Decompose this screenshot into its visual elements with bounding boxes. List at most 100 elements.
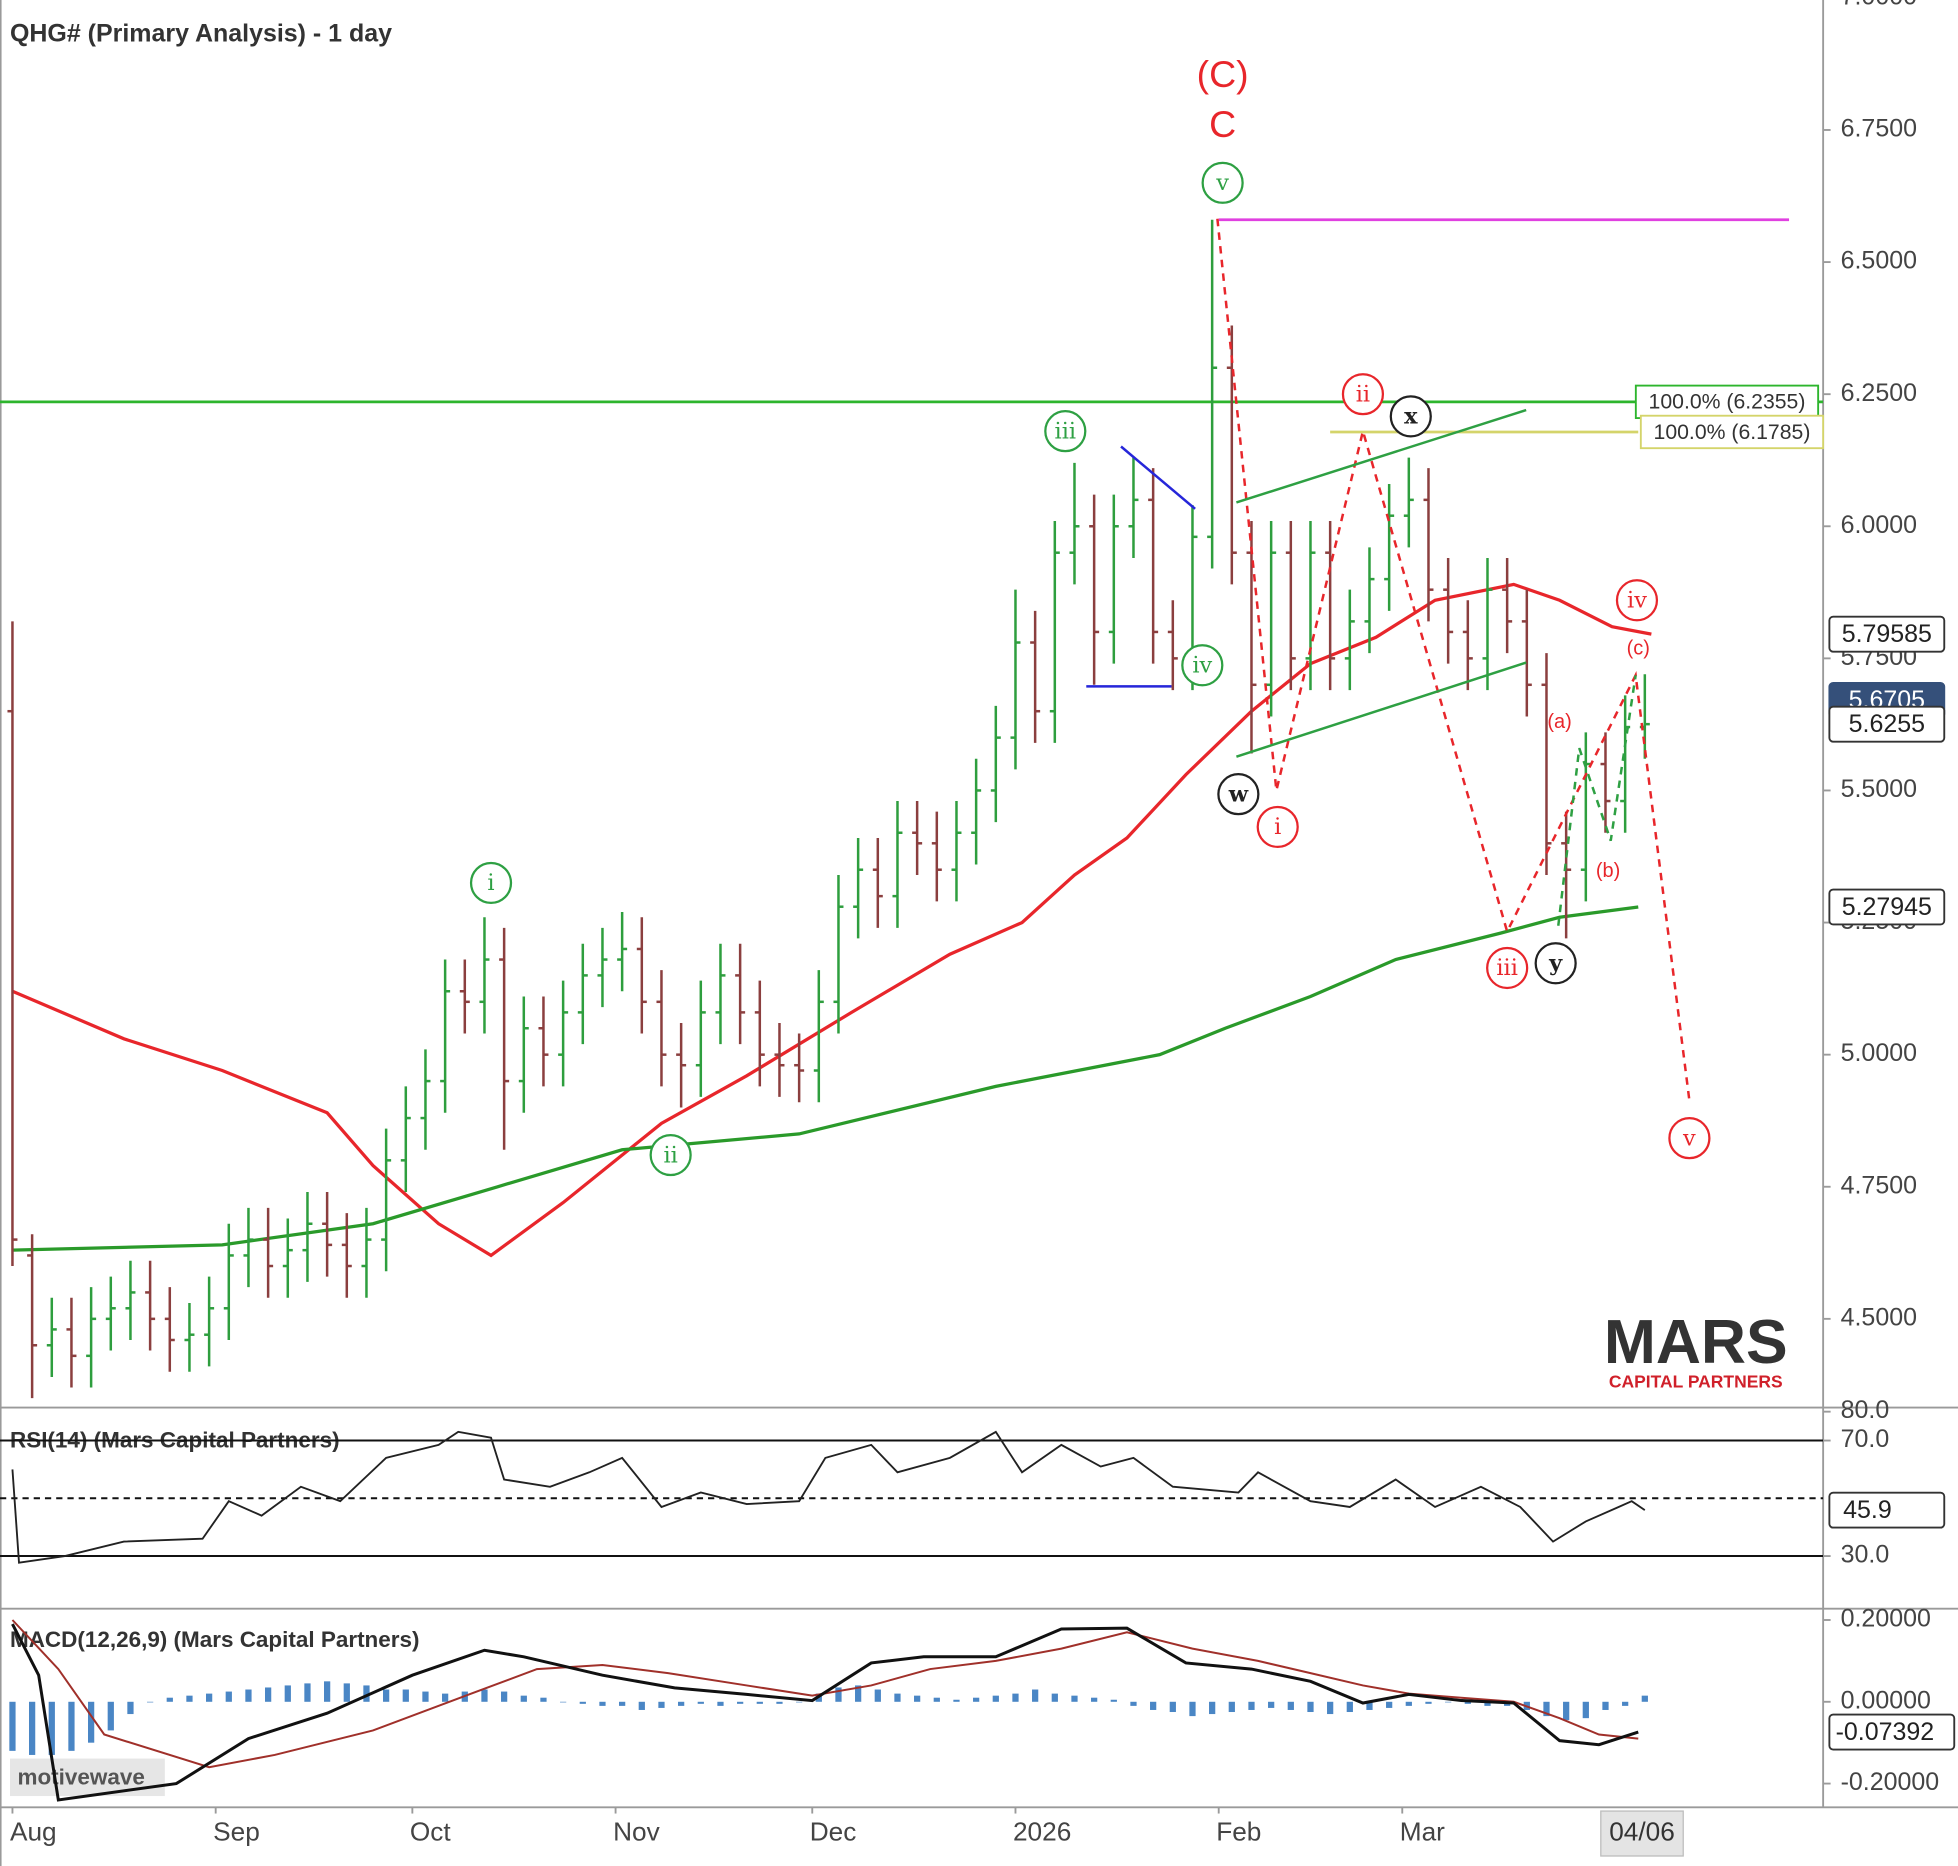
- histogram-bar: [1228, 1701, 1235, 1713]
- wave-label: C: [1209, 103, 1236, 145]
- price-marker-label: 5.79585: [1842, 620, 1932, 648]
- histogram-bar: [1189, 1701, 1196, 1717]
- histogram-bar: [29, 1701, 36, 1755]
- histogram-bar: [304, 1683, 311, 1702]
- histogram-bar: [1307, 1701, 1314, 1713]
- current-label: -0.07392: [1836, 1718, 1935, 1746]
- histogram-bar: [1405, 1701, 1412, 1706]
- histogram-bar: [1327, 1701, 1334, 1715]
- wave-label: iii: [1055, 418, 1077, 444]
- histogram-bar: [619, 1701, 626, 1706]
- histogram-bar: [1248, 1701, 1255, 1710]
- histogram-bar: [402, 1689, 409, 1702]
- histogram-bar: [88, 1701, 95, 1743]
- logo-tagline: CAPITAL PARTNERS: [1609, 1371, 1783, 1391]
- y-tick-label: 4.5000: [1841, 1303, 1917, 1331]
- price-marker-box: [1828, 888, 1946, 926]
- wave-circle: [1486, 946, 1529, 990]
- histogram-bar: [1425, 1701, 1432, 1704]
- histogram-bar: [186, 1695, 193, 1702]
- histogram-bar: [422, 1691, 429, 1702]
- histogram-bar: [540, 1697, 547, 1702]
- x-tick-label: Feb: [1216, 1816, 1261, 1846]
- histogram-bar: [324, 1681, 331, 1702]
- histogram-bar: [638, 1701, 645, 1710]
- histogram-bar: [560, 1701, 567, 1703]
- current-label: 45.9: [1843, 1496, 1892, 1524]
- y-tick-label: 7.0000: [1841, 0, 1917, 10]
- histogram-bar: [658, 1701, 665, 1708]
- histogram-bar: [363, 1685, 370, 1702]
- histogram-bar: [501, 1691, 508, 1702]
- histogram-bar: [127, 1701, 134, 1715]
- histogram-bar: [1091, 1697, 1098, 1702]
- x-tick-label: Aug: [10, 1816, 57, 1846]
- histogram-bar: [1287, 1701, 1294, 1710]
- histogram-bar: [225, 1691, 232, 1702]
- y-tick-label: 6.2500: [1841, 379, 1917, 407]
- histogram-bar: [442, 1693, 449, 1702]
- price-marker-label: 5.27945: [1842, 893, 1932, 921]
- histogram-bar: [1268, 1701, 1275, 1708]
- y-tick-label: 80.0: [1841, 1396, 1890, 1424]
- histogram-bar: [776, 1701, 783, 1704]
- histogram-bar: [1032, 1689, 1039, 1702]
- histogram-bar: [953, 1699, 960, 1702]
- histogram-bar: [107, 1701, 114, 1731]
- histogram-bar: [796, 1701, 803, 1703]
- wave-circle: [1256, 805, 1299, 849]
- y-tick-label: -0.20000: [1841, 1768, 1940, 1796]
- plot-area: [9, 1619, 1648, 1802]
- rsi-line: [11, 1430, 1646, 1564]
- histogram-bar: [1071, 1695, 1078, 1702]
- cursor-date-box: [1600, 1810, 1684, 1857]
- logo-name: MARS: [1604, 1307, 1788, 1377]
- y-tick-label: 0.00000: [1841, 1686, 1931, 1714]
- moving-average: [12, 905, 1639, 1252]
- plot-area: [0, 1430, 1824, 1564]
- wave-label: (C): [1197, 53, 1249, 95]
- price-marker-box: [1828, 705, 1946, 743]
- watermark: motivewave: [17, 1765, 144, 1790]
- price-marker-box: [1828, 615, 1946, 653]
- histogram-bar: [973, 1697, 980, 1702]
- wave-circle: [1181, 644, 1224, 687]
- y-tick-label: 5.0000: [1841, 1039, 1917, 1067]
- y-tick-label: 5.5000: [1841, 775, 1917, 803]
- wave-label: ii: [1356, 381, 1370, 407]
- histogram-bar: [9, 1701, 16, 1751]
- wave-circle: [1044, 410, 1087, 453]
- histogram-bar: [717, 1701, 724, 1706]
- level-label: 100.0% (6.1785): [1654, 421, 1811, 444]
- current-box: [1828, 1713, 1956, 1751]
- price-marker-label: 5.6255: [1849, 710, 1925, 738]
- wave-label: iv: [1627, 587, 1647, 613]
- wave-line: [1120, 445, 1196, 510]
- y-tick-label: 6.5000: [1841, 247, 1917, 275]
- histogram-bar: [1464, 1701, 1471, 1704]
- histogram-bar: [1386, 1701, 1393, 1708]
- y-tick-label: 70.0: [1841, 1425, 1890, 1453]
- histogram-bar: [284, 1685, 291, 1702]
- wave-label: w: [1228, 781, 1249, 807]
- macd-line: [11, 1623, 1639, 1802]
- current-box: [1828, 1491, 1946, 1529]
- wave-circle: [1615, 579, 1659, 622]
- wave-label: (c): [1627, 638, 1650, 660]
- histogram-bar: [737, 1701, 744, 1704]
- histogram-bar: [481, 1689, 488, 1702]
- wave-circle: [1668, 1117, 1711, 1160]
- wave-line: [1236, 408, 1527, 504]
- histogram-bar: [68, 1701, 75, 1751]
- wave-circle: [1341, 373, 1385, 416]
- histogram-bar: [147, 1701, 154, 1703]
- histogram-bar: [166, 1697, 173, 1702]
- wave-label: i: [1274, 814, 1281, 840]
- histogram-bar: [520, 1695, 527, 1702]
- histogram-bar: [1130, 1701, 1137, 1706]
- histogram-bar: [756, 1701, 763, 1704]
- wave-line: [1236, 661, 1527, 758]
